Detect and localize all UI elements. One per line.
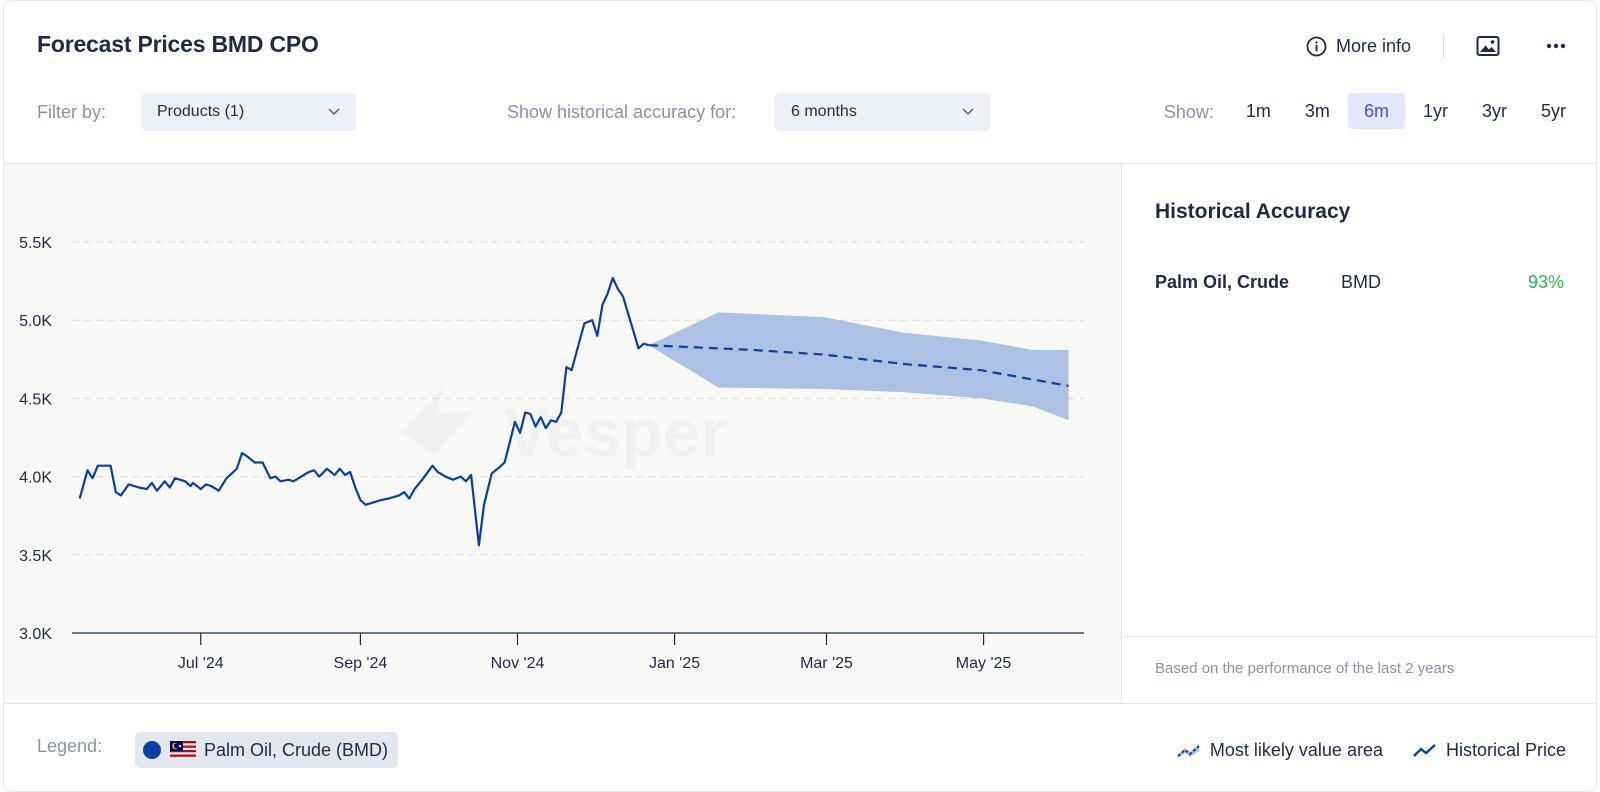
x-tick-label: Mar '25 bbox=[800, 655, 853, 672]
legend-forecast: Most likely value area bbox=[1177, 740, 1383, 761]
range-3m[interactable]: 3m bbox=[1304, 101, 1330, 121]
legend-forecast-label: Most likely value area bbox=[1209, 739, 1383, 760]
forecast-line bbox=[648, 344, 1069, 387]
chart-axes: 3.0K 3.5K 4.0K 4.5K 5.0K 5.5K Jul '24 Sep '24 No… bbox=[19, 235, 1084, 672]
range-1m[interactable]: 1m bbox=[1245, 101, 1271, 121]
filter-label: Filter by: bbox=[37, 102, 107, 122]
accuracy-panel: Historical Accuracy Palm Oil, Crude BMD … bbox=[1123, 164, 1596, 703]
image-icon bbox=[1476, 36, 1500, 56]
chevron-down-icon bbox=[328, 93, 340, 146]
forecast-band bbox=[648, 312, 1069, 421]
range-5yr[interactable]: 5yr bbox=[1540, 101, 1566, 121]
historical-price-line bbox=[78, 276, 650, 547]
watermark-text: Vesper bbox=[504, 395, 727, 471]
forecast-area-icon bbox=[1177, 744, 1200, 758]
x-tick-label: Jan '25 bbox=[649, 655, 700, 672]
header-divider bbox=[1443, 34, 1444, 58]
range-3yr[interactable]: 3yr bbox=[1481, 101, 1507, 121]
accuracy-exchange: BMD bbox=[1341, 272, 1381, 292]
download-image-button[interactable] bbox=[1476, 35, 1500, 57]
x-tick-label: Nov '24 bbox=[491, 655, 545, 672]
legend-series-chip[interactable]: Palm Oil, Crude (BMD) bbox=[135, 732, 399, 768]
filter-bar: Filter by: Products (1) Show historical … bbox=[37, 93, 1566, 131]
legend-bar: Legend: Palm Oil, Crude (BMD) bbox=[4, 704, 1596, 791]
y-tick-label: 4.5K bbox=[19, 391, 52, 408]
more-dots-icon bbox=[1546, 43, 1566, 49]
chevron-down-icon bbox=[962, 93, 974, 146]
series-layer bbox=[78, 276, 1069, 547]
forecast-widget: Forecast Prices BMD CPO More info bbox=[3, 0, 1597, 792]
legend-label: Legend: bbox=[37, 736, 103, 756]
forecast-band-layer bbox=[648, 312, 1069, 421]
price-chart: Vesper 3.0K 3.5K 4.0K 4.5K 5.0K 5.5K Jul '24 Se… bbox=[19, 235, 1084, 672]
accuracy-note: Based on the performance of the last 2 y… bbox=[1155, 660, 1455, 677]
malaysia-flag-icon bbox=[170, 741, 196, 759]
accuracy-period-label: Show historical accuracy for: bbox=[507, 102, 737, 122]
legend-key: Most likely value area Historical Price bbox=[1147, 732, 1566, 768]
y-tick-label: 3.5K bbox=[19, 548, 52, 565]
info-icon bbox=[1306, 36, 1327, 56]
series-color-dot bbox=[143, 741, 161, 759]
products-select[interactable]: Products (1) bbox=[141, 93, 356, 131]
accuracy-divider bbox=[1123, 636, 1596, 637]
header-divider-line bbox=[4, 163, 1596, 164]
legend-history-label: Historical Price bbox=[1445, 739, 1566, 760]
header-actions: More info bbox=[1306, 31, 1566, 61]
y-tick-label: 3.0K bbox=[19, 626, 52, 643]
range-6m[interactable]: 6m bbox=[1347, 93, 1405, 129]
range-selector: Show: 1m 3m 6m 1yr 3yr 5yr bbox=[1164, 93, 1566, 131]
y-tick-label: 5.0K bbox=[19, 313, 52, 330]
range-1yr[interactable]: 1yr bbox=[1422, 101, 1448, 121]
accuracy-period-value: 6 months bbox=[791, 103, 857, 120]
legend-chip-label: Palm Oil, Crude (BMD) bbox=[204, 739, 389, 760]
vesper-watermark: Vesper bbox=[402, 386, 727, 471]
more-info-label: More info bbox=[1335, 35, 1411, 56]
y-tick-label: 4.0K bbox=[19, 470, 52, 487]
accuracy-product: Palm Oil, Crude bbox=[1155, 272, 1290, 292]
historical-line-icon bbox=[1413, 744, 1436, 757]
legend-divider-line bbox=[4, 703, 1596, 704]
accuracy-period-select[interactable]: 6 months bbox=[775, 93, 990, 131]
legend-history: Historical Price bbox=[1413, 740, 1566, 761]
y-tick-label: 5.5K bbox=[19, 235, 52, 252]
chart-area: Vesper 3.0K 3.5K 4.0K 4.5K 5.0K 5.5K Jul '24 Se… bbox=[4, 164, 1122, 703]
more-info-button[interactable]: More info bbox=[1306, 36, 1411, 57]
show-label: Show: bbox=[1163, 102, 1214, 122]
accuracy-row: Palm Oil, Crude BMD 93% bbox=[1155, 272, 1564, 300]
products-select-value: Products (1) bbox=[157, 103, 245, 120]
widget-title: Forecast Prices BMD CPO bbox=[37, 31, 319, 57]
accuracy-title: Historical Accuracy bbox=[1155, 200, 1351, 223]
more-options-button[interactable] bbox=[1546, 43, 1566, 49]
x-tick-label: Jul '24 bbox=[178, 655, 224, 672]
x-tick-label: Sep '24 bbox=[334, 655, 388, 672]
chart-grid bbox=[72, 241, 1084, 556]
x-tick-label: May '25 bbox=[956, 655, 1012, 672]
accuracy-value: 93% bbox=[1527, 272, 1564, 292]
